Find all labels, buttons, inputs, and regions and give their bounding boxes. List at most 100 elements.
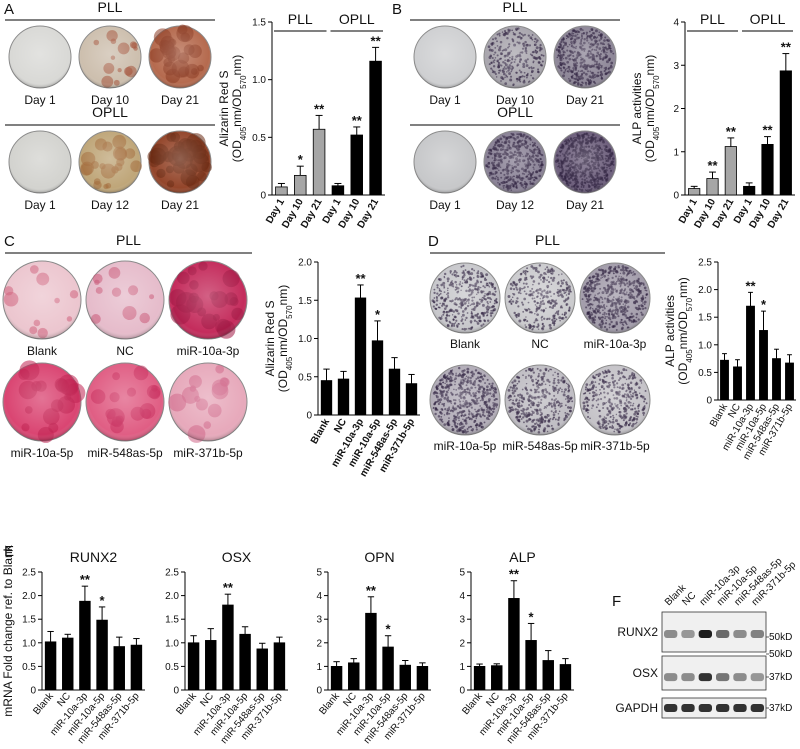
- bar: [785, 362, 794, 401]
- y-tick-label: 1.5: [22, 615, 36, 626]
- y-axis-units-part: nm): [276, 285, 290, 306]
- bar: [542, 660, 554, 691]
- group-label: OPLL: [750, 11, 786, 27]
- bar: [688, 188, 701, 196]
- blot-band: [716, 673, 730, 682]
- significance: **: [726, 124, 737, 139]
- dish-caption: Day 12: [91, 198, 129, 212]
- y-tick-label: 2.5: [698, 258, 712, 269]
- x-tick-label: NC: [332, 417, 349, 435]
- significance: **: [509, 567, 520, 582]
- bar: [416, 666, 429, 691]
- y-axis-units: (OD405nm/OD570nm): [643, 55, 661, 162]
- y-axis-units-part: (OD: [643, 140, 657, 162]
- panel-letter: D: [428, 233, 439, 250]
- bar: [205, 640, 217, 691]
- bar: [312, 128, 326, 196]
- dish-caption: Day 1: [429, 93, 461, 107]
- size-marker: 37kD: [769, 672, 792, 683]
- panel-letter: E: [4, 543, 14, 560]
- y-tick-label: 5: [459, 568, 465, 579]
- bar: [382, 646, 394, 691]
- dish-caption: NC: [531, 337, 549, 351]
- bar: [405, 383, 418, 416]
- bar: [330, 666, 343, 691]
- panel-letter: B: [392, 1, 402, 18]
- y-tick-label: 3: [673, 61, 679, 72]
- dish-caption: miR-10a-5p: [11, 446, 74, 460]
- y-tick-label: 0.5: [698, 368, 712, 379]
- dish-shade: [430, 263, 500, 333]
- significance: **: [781, 40, 792, 55]
- bar: [275, 186, 288, 196]
- dish-caption: Day 1: [429, 198, 461, 212]
- dish-shade: [86, 363, 164, 441]
- bar: [743, 185, 756, 196]
- chart-title: OSX: [222, 549, 252, 565]
- dish-shade: [414, 131, 476, 193]
- y-tick-label: 1.0: [165, 638, 179, 649]
- dish-caption: miR-548as-5p: [502, 439, 578, 453]
- dish-caption: Day 12: [496, 198, 534, 212]
- dish-shade: [484, 26, 546, 88]
- y-tick-label: 2: [459, 638, 465, 649]
- y-axis-units-part: 405: [685, 349, 694, 363]
- bar: [44, 641, 57, 691]
- blot-band: [698, 704, 712, 712]
- y-axis-units-part: nm): [643, 55, 657, 76]
- photo-group-title: PLL: [116, 232, 141, 248]
- y-tick-label: 0.5: [252, 133, 266, 144]
- bar: [365, 612, 377, 691]
- significance: **: [707, 158, 718, 173]
- bar: [559, 664, 572, 691]
- bar: [759, 330, 768, 401]
- bar: [491, 665, 503, 691]
- dish-shade: [149, 26, 211, 88]
- significance: *: [298, 152, 304, 167]
- y-axis-units-part: 405: [239, 126, 248, 140]
- blot-band: [733, 673, 747, 682]
- y-axis-units-part: (OD: [676, 362, 690, 384]
- dish-caption: NC: [116, 344, 134, 358]
- y-axis-label: Alizarin Red S: [263, 300, 277, 376]
- chart-title: RUNX2: [70, 549, 118, 565]
- y-tick-label: 1.5: [165, 615, 179, 626]
- y-axis-units-part: nm/OD: [643, 89, 657, 127]
- y-tick-label: 1.5: [252, 18, 266, 29]
- significance: *: [386, 622, 392, 637]
- bar: [337, 378, 350, 416]
- blot-band: [750, 673, 764, 682]
- y-axis-label: mRNA Fold change ref. to Blank: [1, 544, 15, 716]
- dish-caption: Day 1: [24, 93, 56, 107]
- x-tick-label: Blank: [309, 417, 332, 446]
- bar: [331, 185, 345, 196]
- significance: **: [745, 278, 756, 293]
- y-axis-units: (OD405nm/OD570nm): [676, 277, 694, 384]
- y-axis-units-part: 570: [652, 75, 661, 89]
- y-tick-label: 0: [30, 686, 36, 697]
- y-tick-label: 2: [316, 638, 322, 649]
- dish-shade: [9, 26, 71, 88]
- y-tick-label: 0: [173, 686, 179, 697]
- y-tick-label: 2.5: [22, 568, 36, 579]
- bar: [187, 642, 200, 691]
- photo-group-title: OPLL: [497, 104, 533, 120]
- blot-strip: [661, 655, 767, 691]
- bar: [130, 644, 143, 691]
- bar: [96, 619, 108, 691]
- bar: [473, 666, 486, 691]
- group-label: PLL: [288, 11, 313, 27]
- bar: [79, 600, 91, 691]
- dish-caption: miR-548as-5p: [87, 446, 163, 460]
- bar: [350, 134, 363, 196]
- blot-band: [698, 630, 712, 638]
- dish-caption: miR-371b-5p: [173, 446, 243, 460]
- panel-letter: C: [4, 233, 15, 250]
- dish-caption: miR-10a-5p: [434, 439, 497, 453]
- dish-shade: [3, 363, 81, 441]
- y-tick-label: 4: [316, 591, 322, 602]
- dish-shade: [505, 365, 575, 435]
- bar: [62, 637, 74, 691]
- blot-band: [750, 704, 764, 712]
